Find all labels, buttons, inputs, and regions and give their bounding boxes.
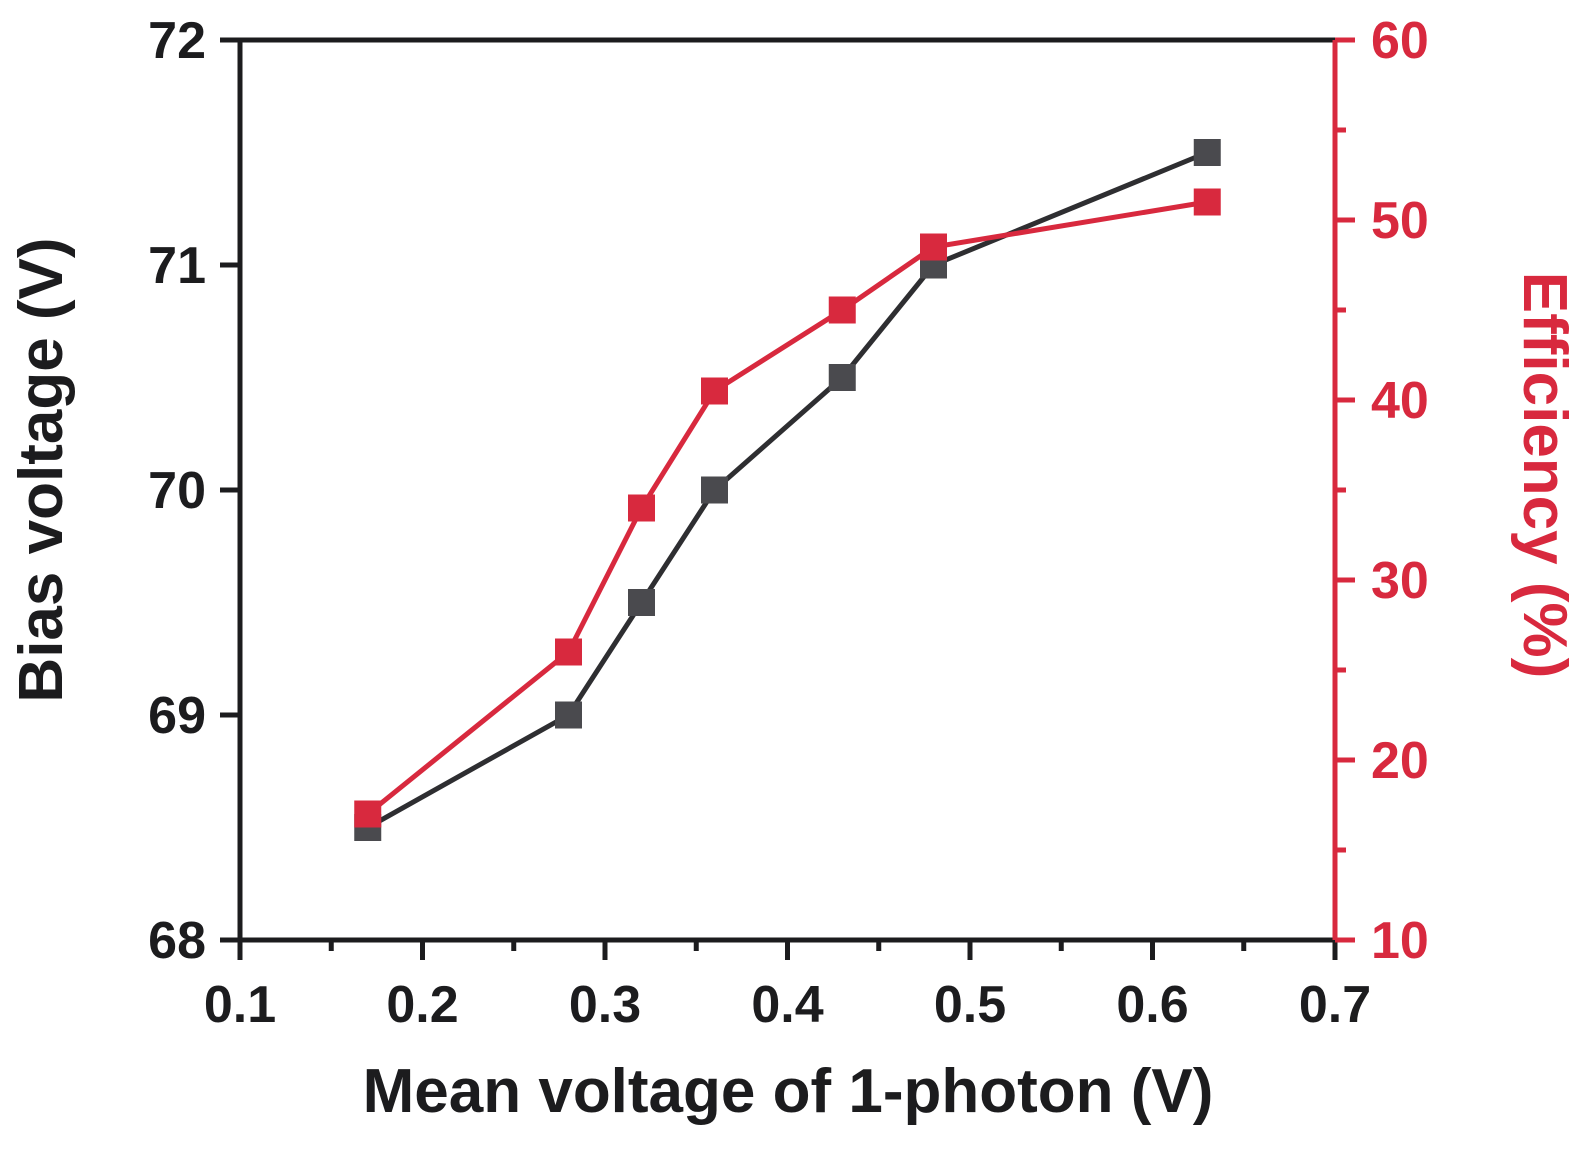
marker-efficiency	[828, 296, 856, 324]
y-right-tick-label: 10	[1371, 912, 1429, 970]
x-tick-label: 0.1	[204, 976, 276, 1034]
y-left-tick-label: 70	[148, 462, 206, 520]
marker-efficiency	[701, 377, 728, 405]
chart-plot-area: 0.1 0.2 0.3 0.4 0.5 0.6 0.7 68 69 70 71 72 10 20 30 40 5…	[148, 12, 1429, 1034]
series-line-efficiency	[366, 199, 1208, 816]
marker-bias-voltage	[555, 701, 582, 729]
x-tick-label: 0.4	[751, 976, 823, 1034]
y-right-tick-label: 50	[1371, 192, 1429, 250]
y-left-tick-label: 68	[148, 912, 206, 970]
y-axis-label-right: Efficiency (%)	[1510, 272, 1575, 679]
y-left-tick-label: 71	[148, 237, 206, 295]
x-tick-label: 0.5	[934, 976, 1006, 1034]
series-line-bias-voltage	[366, 150, 1209, 830]
y-right-tick-label: 30	[1371, 552, 1429, 610]
x-tick-label: 0.6	[1116, 976, 1188, 1034]
x-tick-label: 0.2	[386, 976, 458, 1034]
y-axis-label-left: Bias voltage (V)	[7, 237, 76, 702]
marker-efficiency	[920, 233, 947, 261]
marker-efficiency	[628, 494, 655, 522]
y-right-tick-label: 60	[1371, 12, 1429, 70]
y-left-tick-label: 72	[148, 12, 206, 70]
x-tick-label: 0.3	[569, 976, 641, 1034]
y-left-tick-label: 69	[148, 687, 206, 745]
marker-efficiency	[1193, 188, 1221, 216]
marker-bias-voltage	[701, 476, 728, 504]
x-tick-label: 0.7	[1299, 976, 1371, 1034]
marker-bias-voltage	[1193, 139, 1221, 166]
marker-bias-voltage	[828, 364, 856, 391]
y-right-tick-label: 20	[1371, 732, 1429, 790]
marker-efficiency	[555, 638, 582, 666]
marker-bias-voltage	[628, 589, 655, 616]
y-right-tick-label: 40	[1371, 372, 1429, 430]
marker-efficiency	[354, 800, 382, 828]
x-axis-label: Mean voltage of 1-photon (V)	[363, 1057, 1214, 1126]
